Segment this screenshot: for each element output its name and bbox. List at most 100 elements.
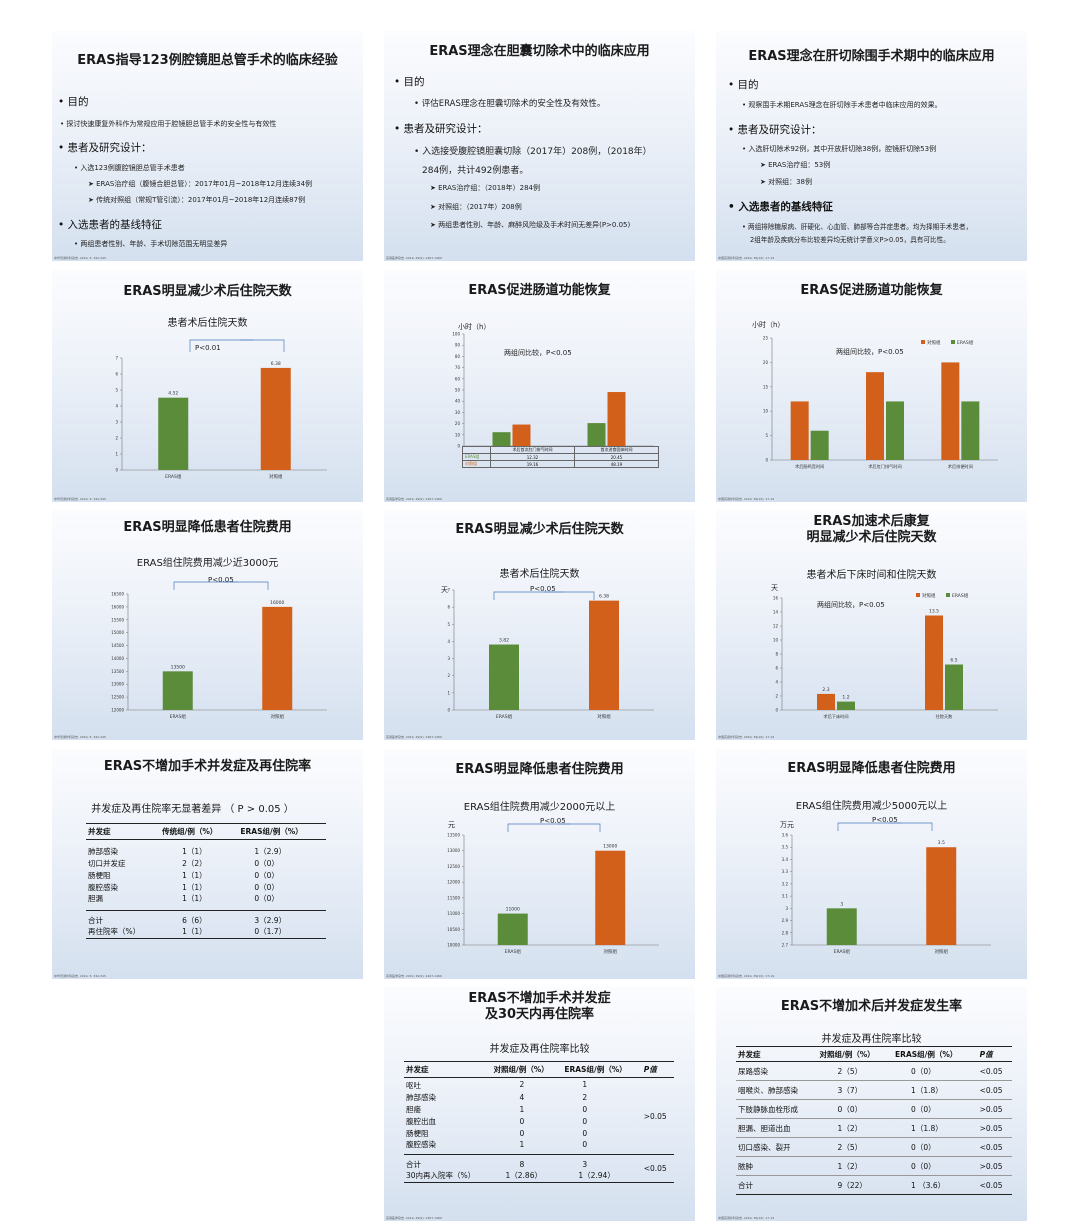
bar	[512, 424, 531, 446]
text-line: ➤ ERAS治疗组（腹镜合胆总管）：2017年01月~2018年12月连续34例	[88, 180, 313, 188]
y-tick-label: 60	[455, 376, 461, 381]
data-label: 6.38	[271, 361, 281, 367]
table-cell: 0	[582, 1104, 588, 1114]
text-line: • 入选患者的基线特征	[58, 219, 163, 231]
bar-chart: 12000 12500 13000 13500 14000 14500 15000 15500…	[111, 581, 327, 720]
citation: 中国实用外科杂志. 2019, 39(10): 17-19	[718, 497, 775, 501]
x-tick-label: ERAS组	[834, 948, 851, 955]
y-tick-label: 12500	[111, 695, 124, 700]
x-tick-label: 术后下床时间	[823, 713, 848, 720]
slide-4: ERAS明显减少术后住院天数 患者术后住院天数 0 1 2 3 4 5 6 7 4.52 ERAS…	[52, 270, 363, 502]
citation: 中华普通外科杂志. 2019, 5: 342-345	[54, 256, 106, 260]
y-tick-label: 6	[115, 372, 118, 377]
slide-title: ERAS明显降低患者住院费用	[123, 520, 292, 535]
y-tick-label: 14	[773, 610, 779, 615]
p-value: P<0.05	[872, 816, 898, 824]
table-cell: 1（1.8）	[911, 1085, 943, 1095]
bar	[925, 615, 943, 710]
table-cell: >0.05	[979, 1104, 1003, 1114]
x-tick-label: 住院天数	[936, 713, 954, 720]
text-line: • 患者及研究设计：	[58, 142, 152, 154]
table-cell: 12.32	[490, 453, 575, 461]
legend-swatch	[951, 340, 955, 344]
x-tick-label: ERAS组	[496, 713, 513, 720]
slide-title: ERAS指导123例腔镜胆总管手术的临床经验	[77, 53, 338, 68]
bar	[595, 850, 626, 945]
table-cell: 合计	[88, 916, 103, 925]
y-tick-label: 10	[763, 409, 769, 414]
table-cell: 0	[519, 1128, 525, 1138]
chart-subtitle: 患者术后下床时间和住院天数	[806, 570, 937, 581]
table-cell: 3（7）	[837, 1085, 863, 1095]
y-tick-label: 2	[115, 436, 118, 441]
slide-1: ERAS指导123例腔镜胆总管手术的临床经验 • 目的 • 探讨快速康复外科作为…	[52, 31, 363, 261]
citation: 中国实用外科杂志. 2019, 39(10): 17-19	[718, 974, 775, 978]
table-cell: 2（2）	[182, 858, 207, 868]
table-cell: 胆瘘	[406, 1104, 421, 1114]
data-label: 6.5	[950, 658, 957, 664]
bar-chart: 0 5 10 15 20 25 术后肠鸣音时间 术后肛门排气时间 术后排便时间 对照组 ERAS组	[763, 336, 998, 470]
table-cell: 脓肿	[738, 1161, 753, 1171]
citation: 中国实用外科杂志. 2019, 39(10): 17-19	[718, 1216, 775, 1220]
table-cell: <0.05	[979, 1085, 1003, 1095]
y-tick-label: 3.5	[782, 845, 789, 850]
y-tick-label: 1	[447, 690, 450, 695]
y-tick-label: 15000	[111, 630, 124, 635]
bar	[587, 423, 606, 446]
chart-subtitle: ERAS组住院费用减少近3000元	[136, 558, 279, 569]
table-cell: 4	[519, 1092, 525, 1102]
y-unit: 元	[448, 821, 455, 829]
table-cell: 2	[519, 1080, 525, 1089]
bar	[589, 600, 619, 710]
slide-title: ERAS理念在肝切除围手术期中的临床应用	[748, 49, 995, 64]
text-line: • 目的	[394, 76, 425, 88]
table-cell: 0	[582, 1140, 588, 1149]
table-cell: 6（6）	[182, 916, 207, 925]
bar	[826, 908, 857, 945]
table-cell: 对照组	[462, 460, 491, 468]
complication-table: 并发症 对照组/例（%） ERAS组/例（%） P值 尿路感染 2（5） 0（0） <…	[736, 1046, 1012, 1195]
text-line: ➤ 对照组：（2017年）208例	[430, 203, 522, 211]
table-cell: 0（0）	[911, 1066, 936, 1076]
slide-title: ERAS促进肠道功能恢复	[468, 283, 611, 298]
table-cell: 2（5）	[837, 1142, 863, 1152]
table-cell: 切口并发症	[88, 858, 126, 868]
y-tick-label: 12000	[111, 708, 124, 713]
table-cell: 1（1.8）	[911, 1123, 943, 1133]
table-caption: 并发症及再住院率比较	[489, 1044, 590, 1055]
y-tick-label: 2.8	[782, 930, 789, 935]
text-line: 2组年龄及疾病分布比较差异均无统计学意义P>0.05，具有可比性。	[750, 236, 950, 244]
y-tick-label: 30	[455, 410, 461, 415]
y-tick-label: 0	[765, 458, 768, 463]
p-value-cell: <0.05	[643, 1163, 667, 1173]
text-line: • 探讨快速康复外科作为常规应用于腔镜胆总管手术的安全性与有效性	[60, 120, 277, 128]
table-cell: 腹腔感染	[406, 1140, 436, 1149]
table-cell: 20.45	[574, 453, 659, 461]
table-header: P值	[979, 1049, 993, 1059]
x-tick-label: 对照组	[935, 948, 949, 955]
y-tick-label: 2	[447, 673, 450, 678]
y-tick-label: 10500	[447, 927, 460, 932]
table-cell: 下肢静脉血栓形成	[738, 1104, 798, 1114]
x-tick-label: 术后排便时间	[948, 463, 973, 470]
text-line: • 观察围手术期ERAS理念在肝切除手术患者中临床应用的效果。	[742, 101, 942, 109]
y-tick-label: 50	[455, 388, 461, 393]
x-tick-label: 术后肠鸣音时间	[795, 463, 824, 470]
table-cell: 9（22）	[837, 1180, 867, 1190]
x-tick-label: 术后肛门排气时间	[868, 463, 902, 470]
table-cell: 0（0）	[911, 1161, 936, 1171]
table-cell: 3（2.9）	[254, 916, 287, 925]
data-label: 13500	[171, 664, 185, 670]
y-tick-label: 3.2	[782, 881, 789, 886]
table-cell: 1（1）	[182, 894, 207, 903]
slide-9: ERAS加速术后康复 明显减少术后住院天数 患者术后下床时间和住院天数 天 0 2…	[716, 510, 1027, 740]
y-tick-label: 4	[115, 404, 118, 409]
table-cell: 0（0）	[911, 1142, 936, 1152]
bracket	[173, 581, 238, 590]
y-tick-label: 3.3	[782, 869, 789, 874]
chart-subtitle: ERAS组住院费用减少2000元以上	[463, 802, 616, 813]
y-tick-label: 14500	[111, 643, 124, 648]
y-tick-label: 4	[447, 639, 450, 644]
text-line: • 目的	[728, 79, 759, 91]
text-line: • 入选123例腹腔镜胆总管手术患者	[74, 164, 185, 172]
